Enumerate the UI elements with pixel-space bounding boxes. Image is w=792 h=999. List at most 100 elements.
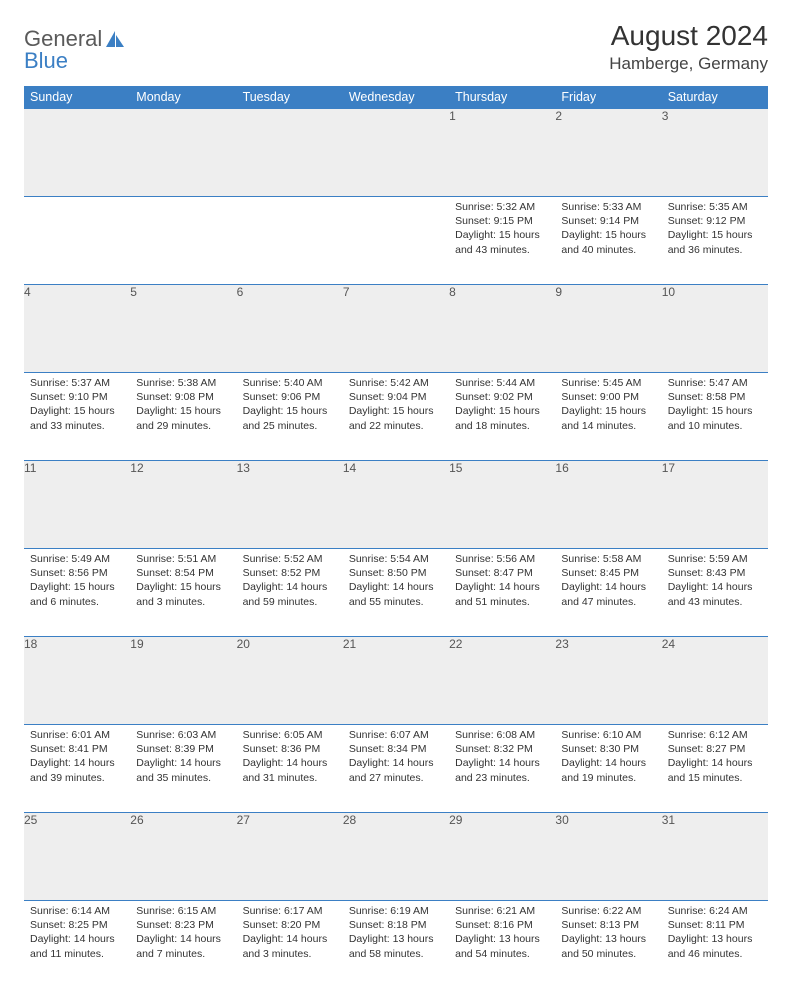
daylight-line: Daylight: 15 hours and 33 minutes. [30,404,124,432]
day-content: Sunrise: 5:49 AMSunset: 8:56 PMDaylight:… [24,549,130,614]
day-content: Sunrise: 6:03 AMSunset: 8:39 PMDaylight:… [130,725,236,790]
day-content: Sunrise: 5:33 AMSunset: 9:14 PMDaylight:… [555,197,661,262]
day-number: 28 [343,813,449,901]
daynum-row: 123 [24,109,768,197]
day-number: 19 [130,637,236,725]
day-cell: Sunrise: 6:05 AMSunset: 8:36 PMDaylight:… [237,725,343,813]
day-cell: Sunrise: 6:01 AMSunset: 8:41 PMDaylight:… [24,725,130,813]
sunset-line: Sunset: 8:30 PM [561,742,655,756]
sunrise-line: Sunrise: 6:22 AM [561,904,655,918]
sunrise-line: Sunrise: 6:05 AM [243,728,337,742]
day-cell: Sunrise: 5:44 AMSunset: 9:02 PMDaylight:… [449,373,555,461]
weekday-header-row: Sunday Monday Tuesday Wednesday Thursday… [24,86,768,109]
day-content: Sunrise: 5:52 AMSunset: 8:52 PMDaylight:… [237,549,343,614]
daylight-line: Daylight: 14 hours and 43 minutes. [668,580,762,608]
day-content: Sunrise: 5:51 AMSunset: 8:54 PMDaylight:… [130,549,236,614]
day-content: Sunrise: 5:40 AMSunset: 9:06 PMDaylight:… [237,373,343,438]
sunrise-line: Sunrise: 5:32 AM [455,200,549,214]
sunset-line: Sunset: 8:25 PM [30,918,124,932]
day-number [130,109,236,197]
day-content: Sunrise: 5:35 AMSunset: 9:12 PMDaylight:… [662,197,768,262]
day-number: 17 [662,461,768,549]
day-cell: Sunrise: 6:17 AMSunset: 8:20 PMDaylight:… [237,901,343,989]
calendar-table: Sunday Monday Tuesday Wednesday Thursday… [24,86,768,989]
day-content: Sunrise: 5:58 AMSunset: 8:45 PMDaylight:… [555,549,661,614]
day-content: Sunrise: 5:32 AMSunset: 9:15 PMDaylight:… [449,197,555,262]
sunset-line: Sunset: 8:45 PM [561,566,655,580]
day-cell: Sunrise: 5:38 AMSunset: 9:08 PMDaylight:… [130,373,236,461]
daylight-line: Daylight: 15 hours and 25 minutes. [243,404,337,432]
col-mon: Monday [130,86,236,109]
day-number: 18 [24,637,130,725]
sunset-line: Sunset: 9:02 PM [455,390,549,404]
daylight-line: Daylight: 14 hours and 15 minutes. [668,756,762,784]
day-number: 21 [343,637,449,725]
daylight-line: Daylight: 15 hours and 43 minutes. [455,228,549,256]
day-content: Sunrise: 6:19 AMSunset: 8:18 PMDaylight:… [343,901,449,966]
daylight-line: Daylight: 14 hours and 59 minutes. [243,580,337,608]
sunset-line: Sunset: 9:15 PM [455,214,549,228]
day-cell: Sunrise: 6:24 AMSunset: 8:11 PMDaylight:… [662,901,768,989]
sunrise-line: Sunrise: 5:47 AM [668,376,762,390]
sunset-line: Sunset: 8:41 PM [30,742,124,756]
daylight-line: Daylight: 15 hours and 36 minutes. [668,228,762,256]
sunset-line: Sunset: 8:23 PM [136,918,230,932]
sunset-line: Sunset: 8:27 PM [668,742,762,756]
week-row: Sunrise: 5:49 AMSunset: 8:56 PMDaylight:… [24,549,768,637]
month-title: August 2024 [609,20,768,52]
sunrise-line: Sunrise: 5:42 AM [349,376,443,390]
day-content: Sunrise: 5:54 AMSunset: 8:50 PMDaylight:… [343,549,449,614]
sunset-line: Sunset: 8:52 PM [243,566,337,580]
day-cell: Sunrise: 6:19 AMSunset: 8:18 PMDaylight:… [343,901,449,989]
sunrise-line: Sunrise: 5:35 AM [668,200,762,214]
day-content: Sunrise: 5:37 AMSunset: 9:10 PMDaylight:… [24,373,130,438]
sunset-line: Sunset: 8:36 PM [243,742,337,756]
sunset-line: Sunset: 8:43 PM [668,566,762,580]
daynum-row: 25262728293031 [24,813,768,901]
day-content: Sunrise: 6:24 AMSunset: 8:11 PMDaylight:… [662,901,768,966]
day-content: Sunrise: 6:10 AMSunset: 8:30 PMDaylight:… [555,725,661,790]
day-number: 16 [555,461,661,549]
day-content: Sunrise: 6:15 AMSunset: 8:23 PMDaylight:… [130,901,236,966]
daylight-line: Daylight: 14 hours and 47 minutes. [561,580,655,608]
daylight-line: Daylight: 15 hours and 18 minutes. [455,404,549,432]
day-number: 29 [449,813,555,901]
day-content: Sunrise: 5:45 AMSunset: 9:00 PMDaylight:… [555,373,661,438]
day-number [343,109,449,197]
daylight-line: Daylight: 14 hours and 3 minutes. [243,932,337,960]
daylight-line: Daylight: 14 hours and 11 minutes. [30,932,124,960]
day-content: Sunrise: 6:01 AMSunset: 8:41 PMDaylight:… [24,725,130,790]
day-number: 4 [24,285,130,373]
day-number: 1 [449,109,555,197]
sunset-line: Sunset: 8:50 PM [349,566,443,580]
day-content: Sunrise: 5:47 AMSunset: 8:58 PMDaylight:… [662,373,768,438]
day-cell [130,197,236,285]
daylight-line: Daylight: 15 hours and 22 minutes. [349,404,443,432]
sunrise-line: Sunrise: 6:24 AM [668,904,762,918]
daylight-line: Daylight: 13 hours and 50 minutes. [561,932,655,960]
day-content: Sunrise: 5:42 AMSunset: 9:04 PMDaylight:… [343,373,449,438]
header: General August 2024 Hamberge, Germany [24,20,768,74]
day-content: Sunrise: 5:59 AMSunset: 8:43 PMDaylight:… [662,549,768,614]
day-cell: Sunrise: 5:49 AMSunset: 8:56 PMDaylight:… [24,549,130,637]
col-thu: Thursday [449,86,555,109]
day-number: 11 [24,461,130,549]
day-content: Sunrise: 6:08 AMSunset: 8:32 PMDaylight:… [449,725,555,790]
col-sat: Saturday [662,86,768,109]
sunrise-line: Sunrise: 6:12 AM [668,728,762,742]
day-content: Sunrise: 6:22 AMSunset: 8:13 PMDaylight:… [555,901,661,966]
sunset-line: Sunset: 9:12 PM [668,214,762,228]
day-cell: Sunrise: 5:52 AMSunset: 8:52 PMDaylight:… [237,549,343,637]
day-cell: Sunrise: 5:33 AMSunset: 9:14 PMDaylight:… [555,197,661,285]
day-number: 26 [130,813,236,901]
sunrise-line: Sunrise: 5:33 AM [561,200,655,214]
day-cell [237,197,343,285]
sunrise-line: Sunrise: 6:01 AM [30,728,124,742]
day-cell: Sunrise: 5:56 AMSunset: 8:47 PMDaylight:… [449,549,555,637]
week-row: Sunrise: 5:37 AMSunset: 9:10 PMDaylight:… [24,373,768,461]
sunset-line: Sunset: 8:11 PM [668,918,762,932]
day-cell: Sunrise: 6:22 AMSunset: 8:13 PMDaylight:… [555,901,661,989]
sunrise-line: Sunrise: 6:14 AM [30,904,124,918]
daylight-line: Daylight: 14 hours and 51 minutes. [455,580,549,608]
day-number: 10 [662,285,768,373]
